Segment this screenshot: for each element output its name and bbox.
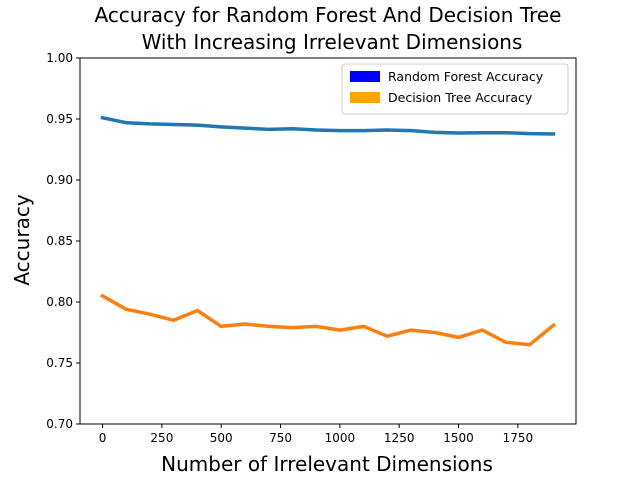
y-tick-label: 0.80	[46, 295, 73, 309]
x-tick-label: 1000	[325, 431, 356, 445]
y-tick-label: 0.75	[46, 356, 73, 370]
legend-swatch	[350, 92, 380, 103]
x-tick-label: 750	[269, 431, 292, 445]
y-tick-label: 0.90	[46, 173, 73, 187]
legend: Random Forest Accuracy Decision Tree Accu…	[341, 63, 569, 115]
legend-swatch	[350, 71, 380, 82]
x-tick-label: 250	[150, 431, 173, 445]
y-axis-label: Accuracy	[10, 194, 34, 285]
legend-label: Decision Tree Accuracy	[388, 90, 533, 105]
chart-title-line-1: Accuracy for Random Forest And Decision …	[94, 3, 561, 27]
y-tick-label: 0.70	[46, 417, 73, 431]
plot-frame	[79, 57, 577, 425]
series-line-2	[100, 293, 556, 347]
x-tick-label: 0	[99, 431, 107, 445]
y-tick-label: 1.00	[46, 51, 73, 65]
legend-box	[341, 63, 569, 115]
chart-title-line-2: With Increasing Irrelevant Dimensions	[142, 30, 523, 54]
x-tick-label: 1250	[384, 431, 415, 445]
y-tick-label: 0.85	[46, 234, 73, 248]
x-tick-label: 1500	[443, 431, 474, 445]
series-line-1	[100, 115, 556, 136]
x-axis-label: Number of Irrelevant Dimensions	[161, 452, 493, 476]
y-tick-label: 0.95	[46, 112, 73, 126]
legend-label: Random Forest Accuracy	[388, 69, 544, 84]
x-tick-label: 1750	[503, 431, 534, 445]
x-tick-label: 500	[210, 431, 233, 445]
